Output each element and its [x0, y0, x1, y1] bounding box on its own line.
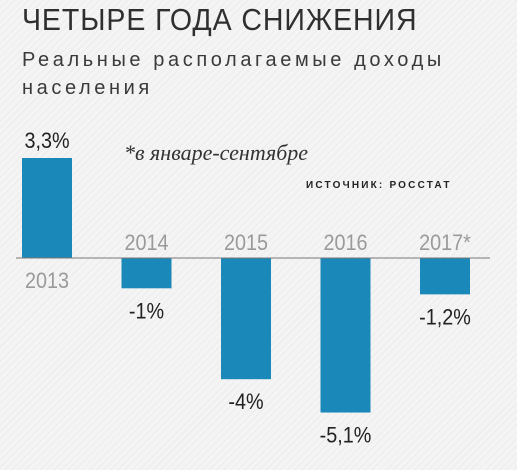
value-label-2014: -1% — [129, 299, 164, 323]
bars-layer — [22, 158, 470, 413]
bar-2016 — [320, 258, 371, 413]
value-label-2015: -4% — [228, 390, 263, 414]
year-label-2013: 2013 — [25, 269, 69, 293]
year-label-2017*: 2017* — [419, 231, 471, 255]
source-label: ИСТОЧНИК: РОССТАТ — [306, 180, 452, 191]
footnote: *в январе-сентябре — [124, 140, 309, 165]
bar-2015 — [221, 258, 271, 380]
bar-2014 — [121, 258, 172, 289]
value-label-2016: -5,1% — [320, 424, 372, 448]
bar-2013 — [22, 158, 72, 258]
year-label-2015: 2015 — [224, 231, 268, 255]
labels-layer: 2013 3,3% 2014 -1% 2015 -4% 2016 -5,1% 2017* -1,2… — [24, 129, 470, 448]
chart-title: ЧЕТЫРЕ ГОДА СНИЖЕНИЯ — [22, 2, 418, 37]
chart-subtitle: Реальные располагаемые доходы населения — [22, 49, 445, 99]
year-label-2016: 2016 — [323, 231, 367, 255]
value-label-2017*: -1,2% — [419, 305, 471, 329]
value-label-2013: 3,3% — [24, 129, 69, 153]
bar-2017* — [420, 258, 470, 295]
year-label-2014: 2014 — [124, 231, 168, 255]
